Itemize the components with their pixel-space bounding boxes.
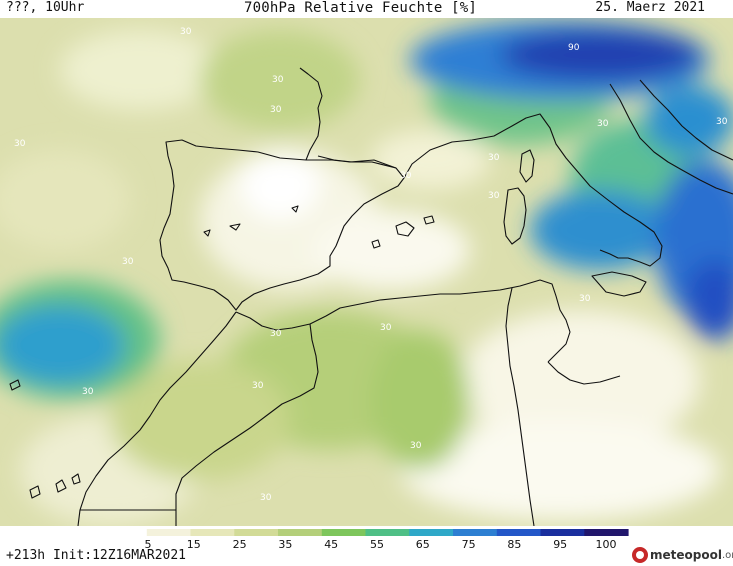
coastline-iberia	[159, 139, 405, 311]
inland-reservoir-3	[203, 229, 211, 237]
colorbar-tick-label: 75	[462, 538, 476, 550]
contour-label: 30	[260, 493, 272, 503]
header-left-label: ???, 10Uhr	[6, 0, 85, 15]
dry-area-iberia-core	[240, 150, 320, 220]
humidity-fields	[0, 20, 733, 525]
dry-area-france	[370, 130, 490, 190]
contour-label: 90	[568, 43, 580, 53]
humidity-map: 30 30 30 30 30 30 30 30 30 30 30 30 30 3…	[0, 18, 733, 526]
contour-label: 30	[579, 294, 591, 304]
contour-label: 30	[488, 191, 500, 201]
meteopool-logo-icon	[632, 547, 648, 563]
dry-area-north-atlantic	[60, 30, 220, 110]
colorbar-ticks: 5 15 25 35 45 55 65 75 85 95 100	[145, 538, 617, 550]
moist-area-bay-of-biscay	[200, 30, 360, 130]
brand-name: meteopool	[650, 548, 722, 562]
colorbar-swatch	[234, 529, 279, 536]
coastline-gulf-of-lion	[403, 113, 663, 267]
coastline-italy-east	[609, 83, 733, 195]
coastline-tunisia-south	[547, 361, 621, 385]
border-algeria-tunisia	[505, 287, 535, 526]
brand-link[interactable]: meteopool .org	[632, 547, 733, 563]
contour-label: 30	[122, 257, 134, 267]
coastline-sicily	[591, 271, 647, 297]
contour-label: 30	[410, 441, 422, 451]
dry-area-atlantic	[0, 150, 130, 250]
contour-label: 30	[82, 387, 94, 397]
colorbar-swatch	[496, 529, 542, 536]
inland-reservoir-2	[291, 205, 299, 213]
border-france-spain	[317, 155, 397, 169]
contour-labels: 30 30 30 30 30 30 30 30 30 30 30 30 30 3…	[14, 27, 728, 503]
contour-label: 30	[272, 75, 284, 85]
colorbar-tick-label: 15	[187, 538, 201, 550]
colorbar: 5 15 25 35 45 55 65 75 85 95 100	[103, 529, 629, 550]
colorbar-swatch	[365, 529, 410, 536]
coastline-madeira	[9, 379, 21, 391]
coastline-mallorca	[395, 221, 415, 237]
coastlines	[9, 67, 733, 526]
wet-area-ionian	[685, 260, 733, 340]
wet-area-alps-core	[500, 30, 700, 80]
contour-label: 30	[180, 27, 192, 37]
colorbar-tick-label: 45	[324, 538, 338, 550]
coastline-corsica	[519, 149, 535, 183]
wet-area-atlantic	[0, 305, 125, 385]
colorbar-tick-label: 5	[145, 538, 152, 550]
coastline-canary-1	[29, 485, 41, 499]
moist-area-algeria	[370, 330, 470, 470]
colorbar-swatch	[584, 529, 629, 536]
colorbar-tick-label: 95	[553, 538, 567, 550]
wet-area-adriatic-north	[645, 85, 733, 155]
colorbar-swatch	[103, 529, 148, 536]
coastline-sardinia	[503, 187, 527, 245]
contour-label: 30	[597, 119, 609, 129]
colorbar-swatch	[453, 529, 498, 536]
colorbar-tick-label: 85	[507, 538, 521, 550]
contour-label: 30	[488, 153, 500, 163]
dry-area-tunisia	[460, 310, 700, 450]
contour-label: 30	[252, 381, 264, 391]
contour-label: 30	[270, 105, 282, 115]
wet-area-tyrrhenian	[530, 190, 670, 270]
dry-area-balearic	[310, 210, 470, 290]
coastline-france-west	[299, 67, 323, 161]
colorbar-swatches	[103, 529, 629, 536]
coastline-north-africa	[235, 279, 571, 363]
coastline-balkans	[639, 79, 733, 161]
colorbar-swatch	[321, 529, 367, 536]
chart-title: 700hPa Relative Feuchte [%]	[244, 0, 477, 16]
run-info: +213h Init:12Z16MAR2021	[6, 548, 187, 563]
colorbar-swatch	[278, 529, 323, 536]
colorbar-tick-label: 55	[370, 538, 384, 550]
inland-reservoir-1	[229, 223, 241, 231]
date-label: 25. Maerz 2021	[595, 0, 705, 15]
colorbar-tick-label: 35	[278, 538, 292, 550]
colorbar-swatch	[146, 529, 192, 536]
contour-label: 30	[716, 117, 728, 127]
brand-tld: .org	[721, 549, 733, 561]
colorbar-swatch	[540, 529, 585, 536]
dry-area-libya	[400, 420, 720, 520]
coastline-menorca	[423, 215, 435, 225]
coastline-ibiza	[371, 239, 381, 249]
colorbar-tick-label: 100	[596, 538, 617, 550]
colorbar-tick-label: 25	[233, 538, 247, 550]
contour-label: 30	[380, 323, 392, 333]
moist-area-west-africa	[110, 360, 290, 480]
contour-label: 30	[14, 139, 26, 149]
colorbar-tick-label: 65	[416, 538, 430, 550]
contour-label: 30	[400, 171, 412, 181]
coastline-canary-3	[71, 473, 81, 485]
colorbar-swatch	[409, 529, 454, 536]
border-morocco-algeria	[175, 323, 319, 526]
contour-label: 30	[270, 329, 282, 339]
coastline-canary-2	[55, 479, 67, 493]
coastline-morocco-atlantic	[77, 311, 237, 526]
colorbar-swatch	[190, 529, 235, 536]
